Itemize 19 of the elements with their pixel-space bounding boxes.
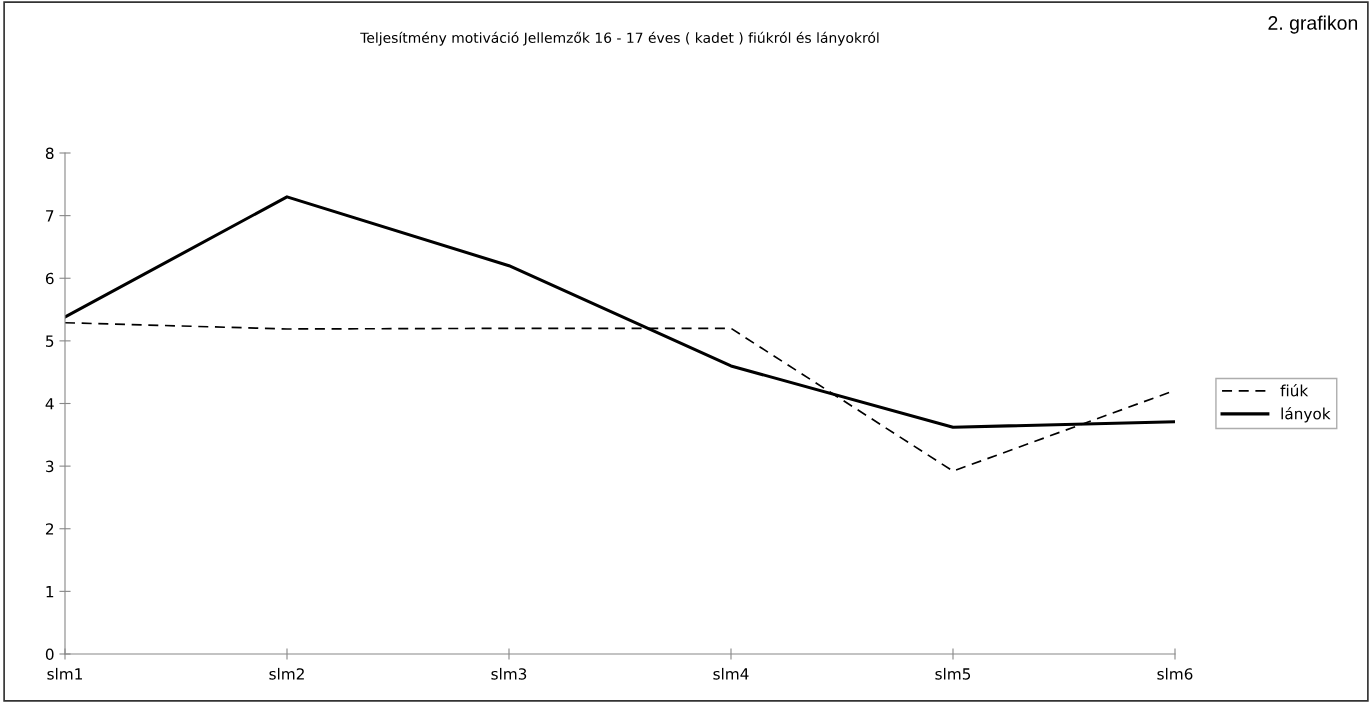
x-tick-label: slm3 — [491, 667, 527, 680]
y-tick-label: 2 — [45, 523, 54, 535]
legend-label: lányok — [1281, 407, 1331, 423]
y-tick-label: 5 — [46, 335, 54, 347]
x-tick-label: slm2 — [269, 667, 304, 680]
x-tick-label: slm5 — [935, 667, 971, 680]
x-tick-label: slm1 — [47, 667, 82, 680]
x-tick-label: slm6 — [1157, 667, 1193, 680]
y-tick-label: 3 — [46, 460, 54, 473]
y-tick-label: 0 — [45, 648, 54, 661]
legend-label: fiúk — [1280, 383, 1309, 397]
chart-title: Teljesítmény motiváció Jellemzők 16 - 17 éves ( kadet ) fiúkról és lányokról — [360, 31, 879, 46]
y-tick-label: 8 — [45, 147, 54, 160]
y-tick-label: 6 — [45, 272, 54, 285]
y-tick-label: 1 — [46, 586, 54, 598]
y-tick-label: 7 — [46, 210, 54, 222]
y-tick-label: 4 — [45, 398, 54, 410]
x-tick-label: slm4 — [713, 667, 749, 680]
text: 2. grafikon — [1268, 15, 1358, 34]
